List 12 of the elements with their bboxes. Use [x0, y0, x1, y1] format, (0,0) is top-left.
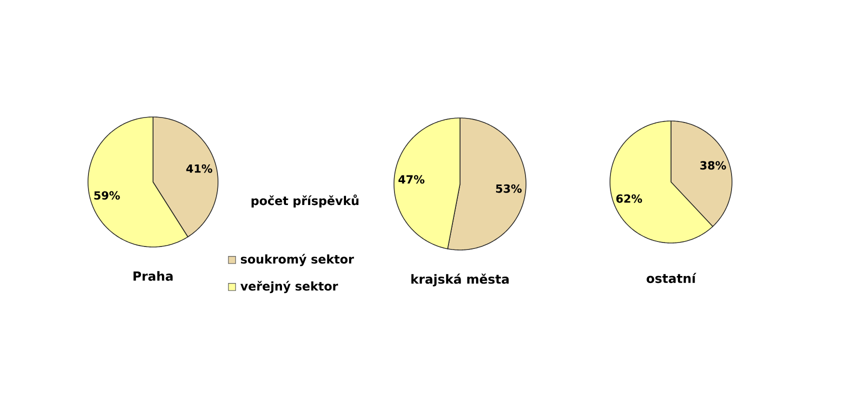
data-label: 38% [700, 161, 726, 170]
text: počet příspěvků [252, 194, 358, 208]
text: krajská města [411, 274, 509, 286]
data-label: 62% [616, 194, 642, 203]
data-label: 41% [186, 164, 212, 173]
legend-label: veřejný sektor [240, 280, 338, 294]
legend-label: soukromý sektor [240, 254, 354, 266]
data-label: 47% [398, 175, 424, 184]
text: Praha [134, 271, 173, 281]
data-label: 59% [94, 191, 120, 200]
text: ostatní [646, 272, 696, 284]
data-label: 53% [496, 184, 522, 193]
